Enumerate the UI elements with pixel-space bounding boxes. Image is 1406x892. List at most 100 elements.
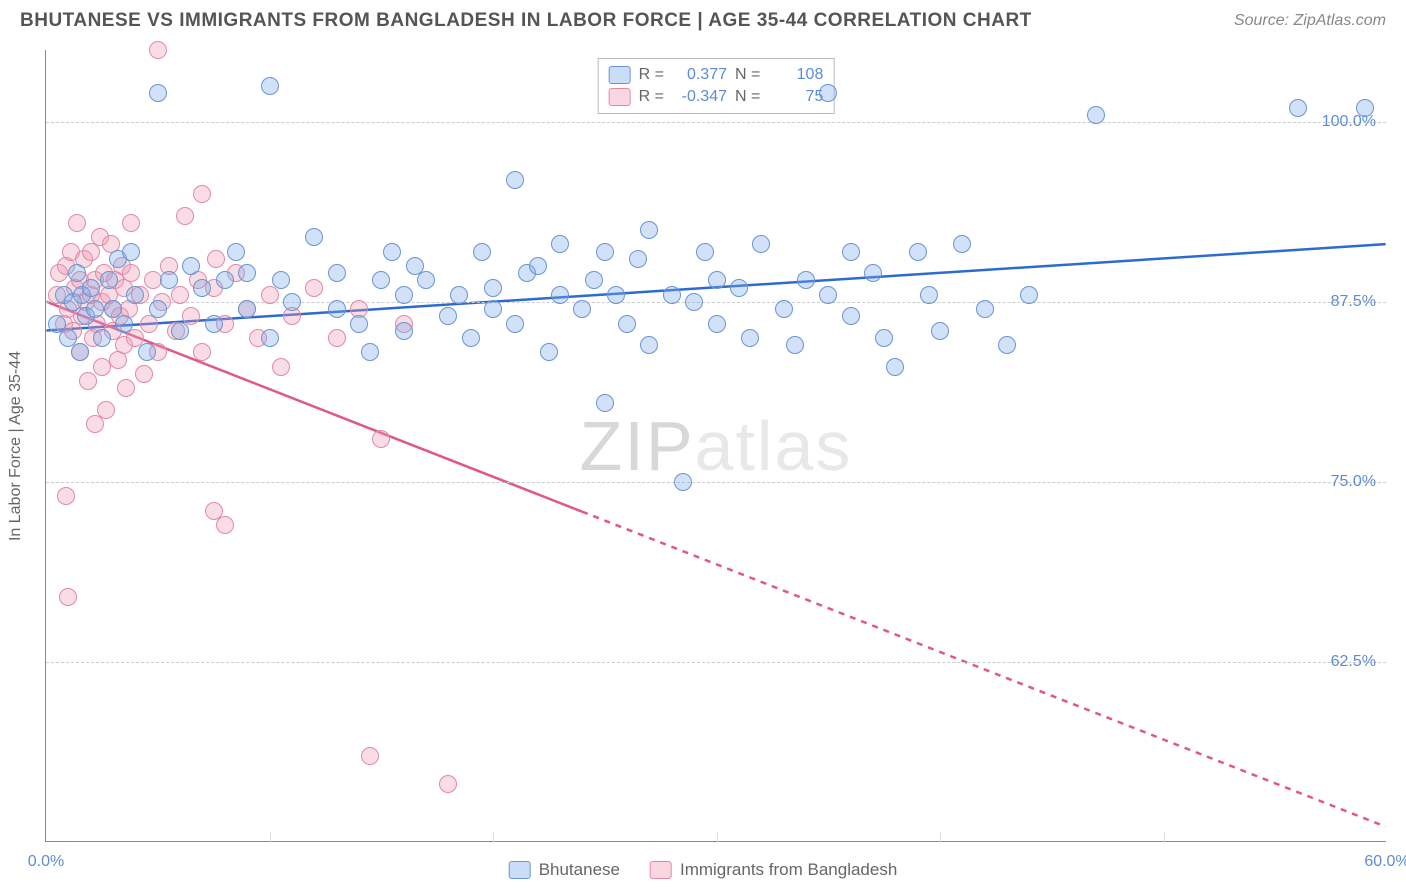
data-point xyxy=(261,77,279,95)
n-label: N = xyxy=(735,66,760,84)
data-point xyxy=(585,271,603,289)
data-point xyxy=(640,336,658,354)
data-point xyxy=(618,315,636,333)
data-point xyxy=(886,358,904,376)
data-point xyxy=(261,329,279,347)
data-point xyxy=(328,329,346,347)
data-point xyxy=(138,343,156,361)
data-point xyxy=(328,264,346,282)
data-point xyxy=(305,279,323,297)
legend-swatch xyxy=(509,861,531,879)
data-point xyxy=(1087,106,1105,124)
data-point xyxy=(93,329,111,347)
correlation-legend: R = 0.377 N = 108 R = -0.347 N = 75 xyxy=(598,58,835,114)
trend-lines xyxy=(46,50,1386,841)
data-point xyxy=(439,775,457,793)
data-point xyxy=(71,343,89,361)
xtick-minor xyxy=(270,832,271,842)
data-point xyxy=(920,286,938,304)
xtick-minor xyxy=(493,832,494,842)
series-legend: Bhutanese Immigrants from Bangladesh xyxy=(509,860,898,880)
n-value: 108 xyxy=(768,66,823,84)
data-point xyxy=(540,343,558,361)
data-point xyxy=(238,300,256,318)
data-point xyxy=(551,286,569,304)
legend-label: Bhutanese xyxy=(539,860,620,880)
data-point xyxy=(730,279,748,297)
data-point xyxy=(786,336,804,354)
data-point xyxy=(350,315,368,333)
data-point xyxy=(819,84,837,102)
data-point xyxy=(126,286,144,304)
data-point xyxy=(439,307,457,325)
data-point xyxy=(573,300,591,318)
data-point xyxy=(819,286,837,304)
gridline-h xyxy=(46,662,1386,663)
data-point xyxy=(931,322,949,340)
chart-header: BHUTANESE VS IMMIGRANTS FROM BANGLADESH … xyxy=(0,0,1406,37)
data-point xyxy=(135,365,153,383)
data-point xyxy=(685,293,703,311)
data-point xyxy=(629,250,647,268)
data-point xyxy=(160,271,178,289)
legend-row: R = -0.347 N = 75 xyxy=(609,86,824,108)
data-point xyxy=(506,171,524,189)
xtick-minor xyxy=(717,832,718,842)
data-point xyxy=(122,264,140,282)
data-point xyxy=(663,286,681,304)
data-point xyxy=(216,271,234,289)
data-point xyxy=(696,243,714,261)
r-value: -0.347 xyxy=(672,88,727,106)
data-point xyxy=(909,243,927,261)
r-label: R = xyxy=(639,66,664,84)
data-point xyxy=(708,315,726,333)
xtick-label: 0.0% xyxy=(28,853,64,871)
data-point xyxy=(462,329,480,347)
data-point xyxy=(171,286,189,304)
data-point xyxy=(149,84,167,102)
r-label: R = xyxy=(639,88,664,106)
data-point xyxy=(875,329,893,347)
gridline-h xyxy=(46,122,1386,123)
data-point xyxy=(953,235,971,253)
plot-area: ZIPatlas In Labor Force | Age 35-44 R = … xyxy=(45,50,1386,842)
data-point xyxy=(82,279,100,297)
data-point xyxy=(227,243,245,261)
data-point xyxy=(1289,99,1307,117)
data-point xyxy=(976,300,994,318)
data-point xyxy=(361,343,379,361)
data-point xyxy=(283,293,301,311)
gridline-h xyxy=(46,482,1386,483)
data-point xyxy=(68,214,86,232)
r-value: 0.377 xyxy=(672,66,727,84)
legend-swatch xyxy=(609,88,631,106)
data-point xyxy=(86,415,104,433)
data-point xyxy=(100,271,118,289)
data-point xyxy=(596,243,614,261)
data-point xyxy=(607,286,625,304)
data-point xyxy=(372,271,390,289)
data-point xyxy=(372,430,390,448)
data-point xyxy=(640,221,658,239)
data-point xyxy=(193,343,211,361)
data-point xyxy=(797,271,815,289)
data-point xyxy=(207,250,225,268)
data-point xyxy=(864,264,882,282)
data-point xyxy=(205,315,223,333)
data-point xyxy=(305,228,323,246)
data-point xyxy=(1020,286,1038,304)
data-point xyxy=(59,588,77,606)
data-point xyxy=(529,257,547,275)
data-point xyxy=(417,271,435,289)
data-point xyxy=(551,235,569,253)
data-point xyxy=(176,207,194,225)
data-point xyxy=(328,300,346,318)
data-point xyxy=(122,243,140,261)
legend-item: Immigrants from Bangladesh xyxy=(650,860,897,880)
data-point xyxy=(752,235,770,253)
data-point xyxy=(117,379,135,397)
data-point xyxy=(79,372,97,390)
ytick-label: 87.5% xyxy=(1331,293,1376,311)
data-point xyxy=(842,307,860,325)
legend-label: Immigrants from Bangladesh xyxy=(680,860,897,880)
